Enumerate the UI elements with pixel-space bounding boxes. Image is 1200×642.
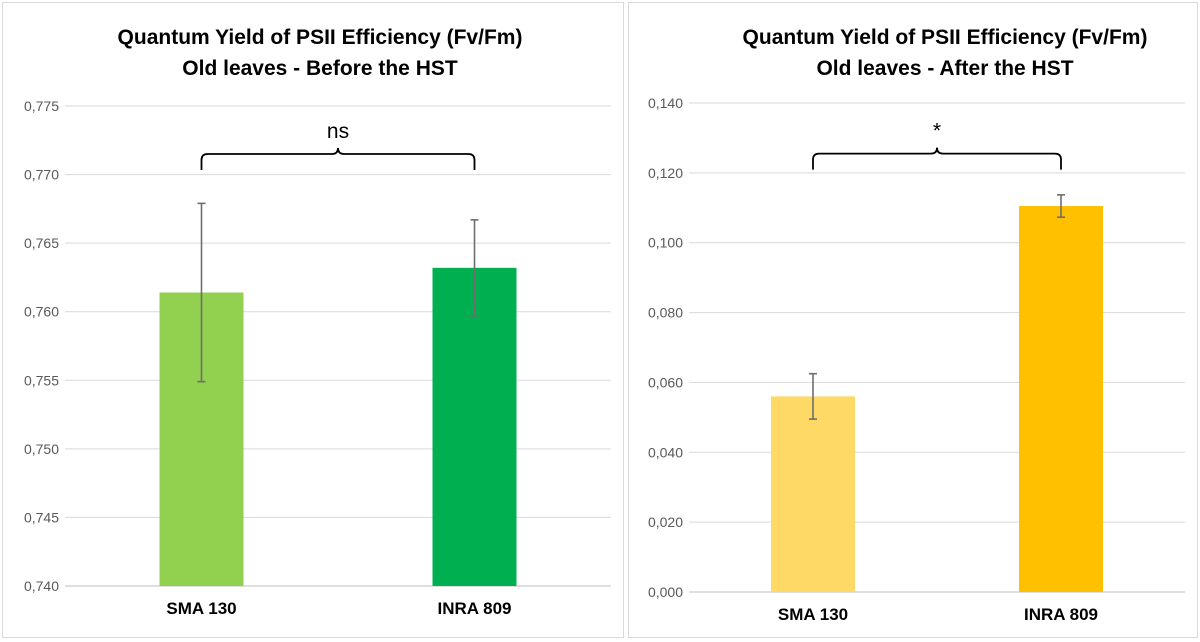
y-tick-label: 0,770 [24, 167, 59, 183]
y-tick-label: 0,745 [24, 509, 59, 525]
significance-label: * [933, 120, 941, 143]
category-label: INRA 809 [1024, 605, 1098, 624]
y-tick-label: 0,020 [648, 514, 683, 530]
y-tick-label: 0,140 [648, 95, 683, 111]
category-label: INRA 809 [437, 599, 511, 618]
significance-label: ns [327, 120, 349, 143]
bar-inra-809 [1019, 206, 1103, 592]
chart-title-line-1: Quantum Yield of PSII Efficiency (Fv/Fm) [118, 26, 523, 49]
chart-panel-before-hst: Quantum Yield of PSII Efficiency (Fv/Fm)… [2, 2, 624, 638]
y-tick-label: 0,060 [648, 374, 683, 390]
y-tick-label: 0,080 [648, 305, 683, 321]
chart-after-hst: Quantum Yield of PSII Efficiency (Fv/Fm)… [648, 26, 1185, 624]
bar-inra-809 [432, 267, 517, 586]
chart-title-line-2: Old leaves - After the HST [816, 57, 1073, 80]
y-tick-label: 0,040 [648, 444, 683, 460]
y-tick-label: 0,755 [24, 372, 59, 388]
category-label: SMA 130 [166, 599, 236, 618]
y-tick-label: 0,760 [24, 304, 59, 320]
category-label: SMA 130 [778, 605, 848, 624]
y-tick-label: 0,775 [24, 98, 59, 114]
y-tick-label: 0,120 [648, 165, 683, 181]
chart-panel-after-hst: Quantum Yield of PSII Efficiency (Fv/Fm)… [628, 2, 1198, 638]
chart-before-hst: Quantum Yield of PSII Efficiency (Fv/Fm)… [24, 26, 611, 618]
y-tick-label: 0,740 [24, 578, 59, 594]
y-tick-label: 0,750 [24, 441, 59, 457]
chart-title-line-1: Quantum Yield of PSII Efficiency (Fv/Fm) [743, 26, 1148, 49]
y-tick-label: 0,100 [648, 235, 683, 251]
y-tick-label: 0,000 [648, 584, 683, 600]
bar-sma-130 [771, 396, 855, 592]
significance-brace [200, 147, 476, 170]
y-tick-label: 0,765 [24, 235, 59, 251]
significance-brace [812, 147, 1062, 170]
chart-title-line-2: Old leaves - Before the HST [182, 57, 458, 80]
